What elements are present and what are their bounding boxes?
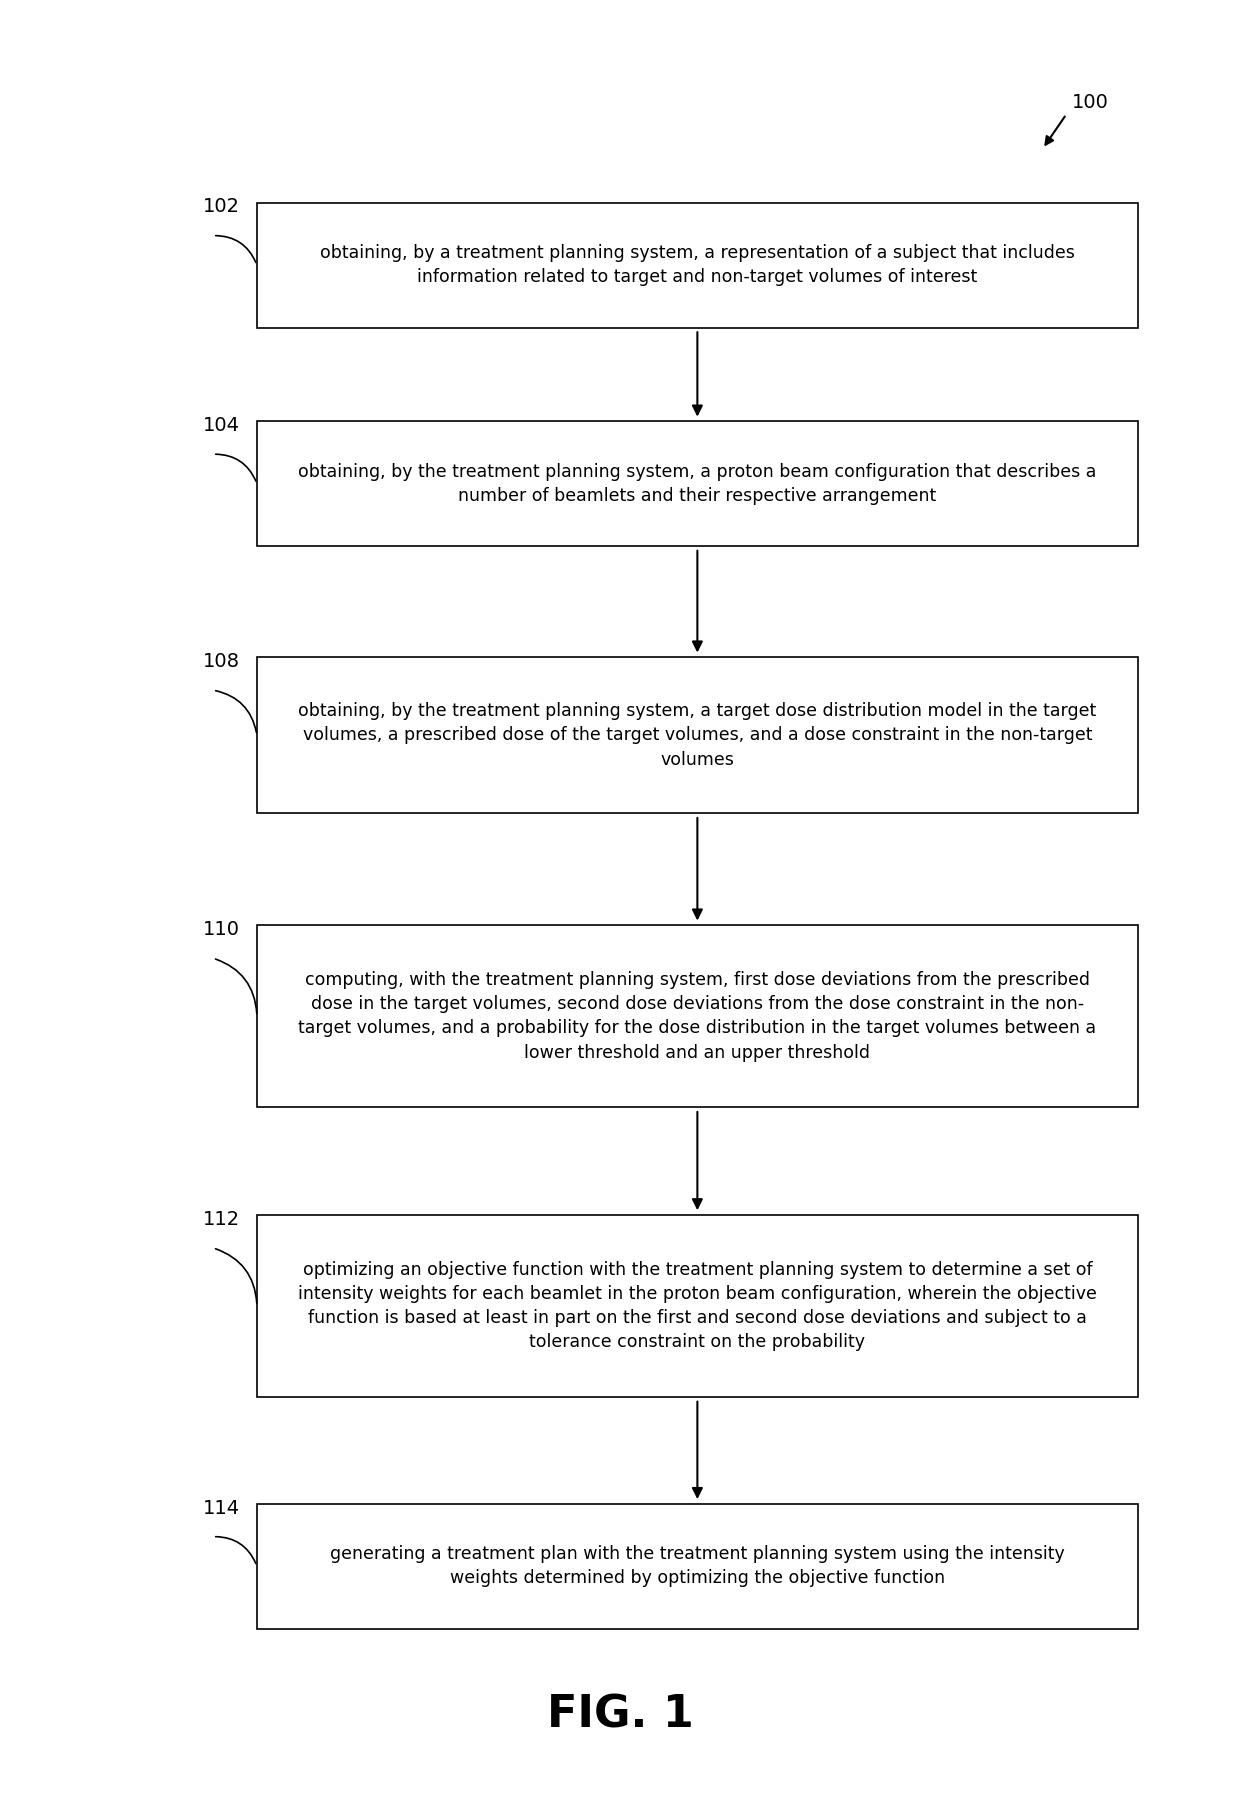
- FancyBboxPatch shape: [257, 1214, 1138, 1397]
- Text: 114: 114: [203, 1498, 241, 1518]
- Text: generating a treatment plan with the treatment planning system using the intensi: generating a treatment plan with the tre…: [330, 1545, 1065, 1587]
- FancyBboxPatch shape: [257, 202, 1138, 327]
- Text: 102: 102: [203, 197, 241, 217]
- Text: 100: 100: [1071, 92, 1109, 112]
- FancyBboxPatch shape: [257, 421, 1138, 546]
- FancyBboxPatch shape: [257, 925, 1138, 1108]
- Text: 110: 110: [203, 920, 241, 940]
- Text: FIG. 1: FIG. 1: [547, 1693, 693, 1737]
- Text: optimizing an objective function with the treatment planning system to determine: optimizing an objective function with th…: [298, 1261, 1097, 1352]
- Text: 112: 112: [203, 1209, 241, 1229]
- Text: 108: 108: [203, 652, 241, 670]
- Text: obtaining, by the treatment planning system, a proton beam configuration that de: obtaining, by the treatment planning sys…: [298, 463, 1096, 504]
- Text: obtaining, by a treatment planning system, a representation of a subject that in: obtaining, by a treatment planning syste…: [320, 244, 1075, 286]
- Text: obtaining, by the treatment planning system, a target dose distribution model in: obtaining, by the treatment planning sys…: [299, 701, 1096, 768]
- Text: 104: 104: [203, 416, 241, 435]
- FancyBboxPatch shape: [257, 658, 1138, 813]
- Text: computing, with the treatment planning system, first dose deviations from the pr: computing, with the treatment planning s…: [299, 970, 1096, 1063]
- FancyBboxPatch shape: [257, 1503, 1138, 1628]
